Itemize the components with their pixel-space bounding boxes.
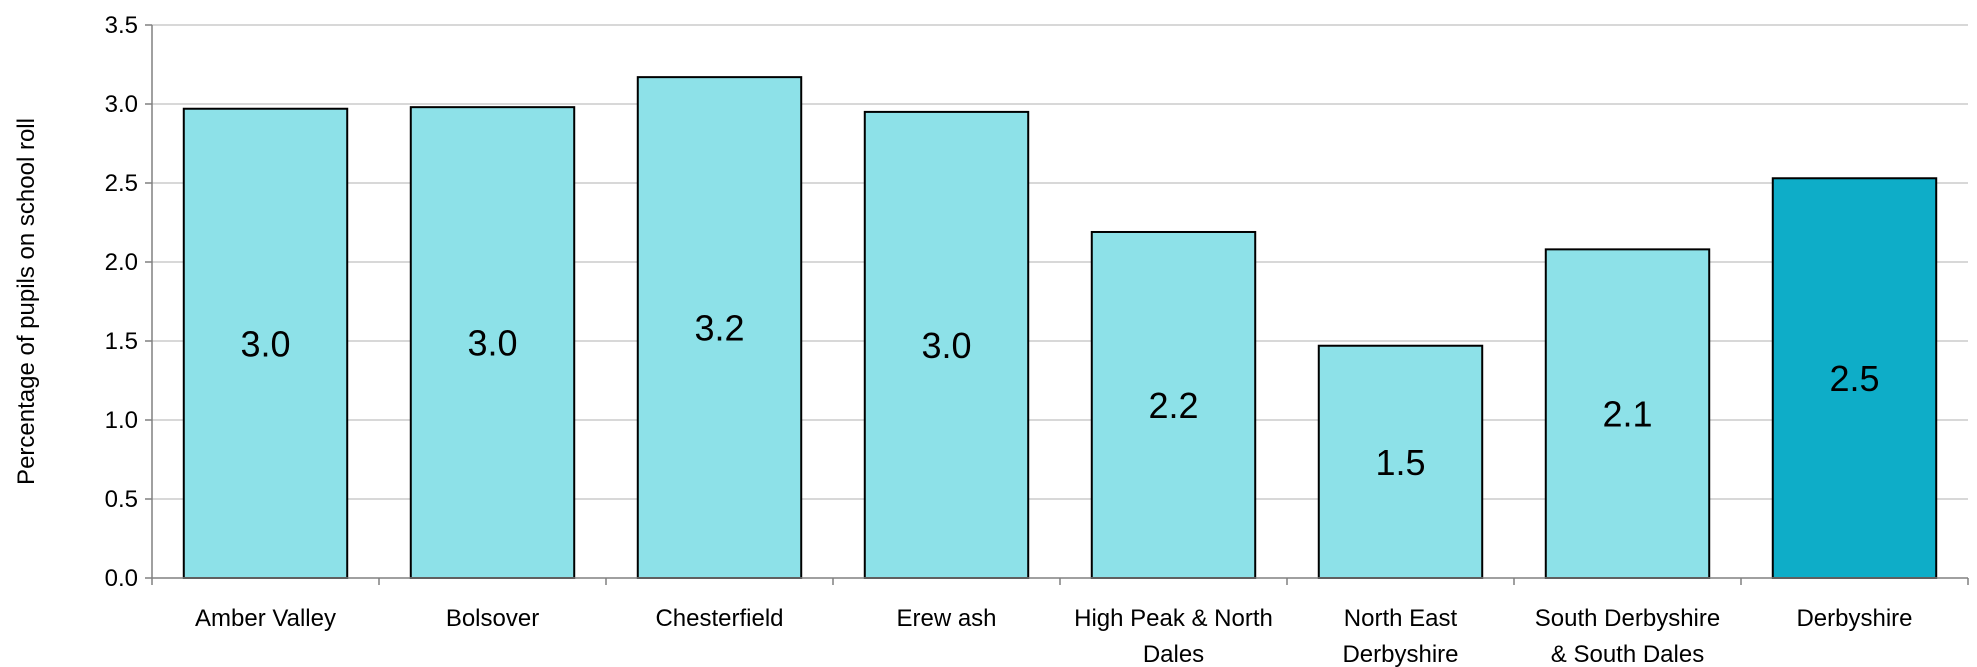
bars	[182, 76, 1938, 580]
y-tick-labels: 0.0 0.5 1.0 1.5 2.0 2.5 3.0 3.5	[105, 12, 138, 592]
axes	[145, 24, 1969, 585]
bar	[1544, 248, 1711, 580]
data-label: 3.0	[467, 323, 517, 364]
y-axis-title: Percentage of pupils on school roll	[13, 118, 40, 485]
y-tick-label: 1.0	[105, 407, 138, 434]
bar	[1317, 344, 1484, 579]
data-label: 2.1	[1602, 394, 1652, 435]
bar	[1090, 230, 1257, 579]
x-category-label: North East Derbyshire	[1342, 605, 1458, 667]
y-tick-label: 1.5	[105, 328, 138, 355]
data-labels: 3.0 3.0 3.2 3.0 2.2 1.5 2.1 2.5	[240, 308, 1879, 483]
x-category-label: Bolsover	[446, 605, 539, 632]
y-tick-label: 2.5	[105, 170, 138, 197]
data-label: 2.5	[1829, 358, 1879, 399]
x-category-labels: Amber Valley Bolsover Chesterfield Erew ash…	[195, 605, 1913, 667]
data-label: 3.2	[694, 308, 744, 349]
bar	[863, 110, 1030, 580]
x-category-label: Erew ash	[896, 605, 996, 632]
data-label: 1.5	[1375, 442, 1425, 483]
bar	[409, 106, 576, 579]
data-label: 3.0	[921, 325, 971, 366]
data-label: 3.0	[240, 323, 290, 364]
y-tick-label: 2.0	[105, 249, 138, 276]
x-category-label: Chesterfield	[655, 605, 783, 632]
y-tick-label: 3.0	[105, 91, 138, 118]
x-category-label: High Peak & North Dales	[1074, 605, 1273, 667]
y-tick-label: 0.5	[105, 486, 138, 513]
x-category-label: Amber Valley	[195, 605, 336, 632]
y-tick-label: 3.5	[105, 12, 138, 39]
x-category-label: Derbyshire	[1796, 605, 1912, 632]
data-label: 2.2	[1148, 385, 1198, 426]
bar	[1771, 177, 1938, 579]
x-category-label: South Derbyshire & South Dales	[1535, 605, 1720, 667]
y-tick-label: 0.0	[105, 565, 138, 592]
bar	[636, 76, 803, 579]
